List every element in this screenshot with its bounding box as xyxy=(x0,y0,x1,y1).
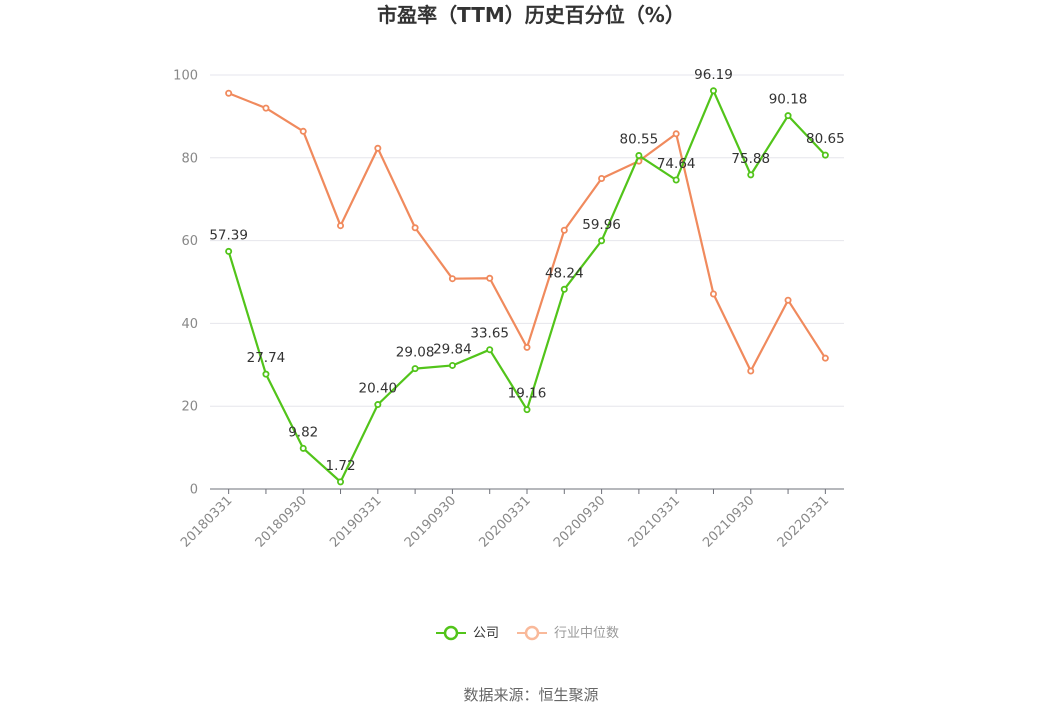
data-label-6: 29.84 xyxy=(433,341,472,357)
data-label-16: 80.65 xyxy=(806,131,845,147)
data-label-14: 75.88 xyxy=(731,151,770,167)
y-tick-label-100: 100 xyxy=(173,69,198,84)
series-1-point-0 xyxy=(225,89,233,97)
axes: 0 20 40 60 80 100 20180331 20180930 20190331 2019… xyxy=(173,69,844,551)
x-tick-label-20200930: 20200930 xyxy=(551,493,608,550)
series-1-point-1 xyxy=(262,104,270,112)
data-label-7: 33.65 xyxy=(470,326,509,342)
series-0-point-6 xyxy=(448,361,456,369)
data-label-10: 59.96 xyxy=(582,217,621,233)
y-tick-label-40: 40 xyxy=(181,317,198,332)
series-0-point-15 xyxy=(784,112,792,120)
series-1-point-14 xyxy=(747,367,755,375)
data-label-13: 96.19 xyxy=(694,67,733,83)
series-0-point-9 xyxy=(560,285,568,293)
series-0-point-7 xyxy=(486,346,494,354)
series-1-point-3 xyxy=(337,222,345,230)
series-0-point-5 xyxy=(411,365,419,373)
series-0-point-4 xyxy=(374,401,382,409)
x-tick-label-20220331: 20220331 xyxy=(775,493,832,550)
data-label-4: 20.40 xyxy=(358,381,397,397)
series-1-point-10 xyxy=(598,174,606,182)
data-label-8: 19.16 xyxy=(508,386,547,402)
legend-industry-label: 行业中位数 xyxy=(554,626,619,641)
series-0-point-10 xyxy=(598,237,606,245)
series-layer xyxy=(225,87,829,486)
x-tick-label-20200331: 20200331 xyxy=(476,493,533,550)
source-note: 数据来源：恒生聚源 xyxy=(463,686,598,704)
data-label-15: 90.18 xyxy=(769,92,808,108)
series-1-point-4 xyxy=(374,144,382,152)
series-0-point-13 xyxy=(709,87,717,95)
series-0-point-1 xyxy=(262,370,270,378)
legend-company-marker xyxy=(443,625,459,641)
series-0-point-2 xyxy=(299,444,307,452)
series-1-point-6 xyxy=(448,275,456,283)
data-label-0: 57.39 xyxy=(209,227,248,243)
series-0-point-14 xyxy=(747,171,755,179)
x-tick-label-20180930: 20180930 xyxy=(253,493,310,550)
data-label-5: 29.08 xyxy=(396,345,435,361)
series-1-point-16 xyxy=(821,354,829,362)
series-1-point-8 xyxy=(523,343,531,351)
y-tick-label-80: 80 xyxy=(181,151,198,166)
series-0-point-11 xyxy=(635,152,643,160)
data-label-11: 80.55 xyxy=(620,132,659,148)
y-tick-label-60: 60 xyxy=(181,234,198,249)
data-label-3: 1.72 xyxy=(325,458,355,474)
series-0-point-3 xyxy=(337,478,345,486)
series-1-point-5 xyxy=(411,224,419,232)
x-tick-label-20210930: 20210930 xyxy=(700,493,757,550)
series-1-point-12 xyxy=(672,130,680,138)
series-line-1 xyxy=(228,92,827,373)
legend-industry-marker xyxy=(524,625,540,641)
series-1-point-2 xyxy=(299,127,307,135)
series-1-point-9 xyxy=(560,226,568,234)
series-0-point-8 xyxy=(523,406,531,414)
series-line-0 xyxy=(227,89,827,483)
y-tick-label-0: 0 xyxy=(190,483,198,498)
data-label-12: 74.64 xyxy=(657,156,696,172)
data-label-1: 27.74 xyxy=(247,350,286,366)
x-tick-label-20210331: 20210331 xyxy=(626,493,683,550)
data-label-9: 48.24 xyxy=(545,265,584,281)
chart-title: 市盈率（TTM）历史百分位（%） xyxy=(377,3,685,27)
legend-company-label: 公司 xyxy=(473,626,499,641)
data-label-2: 9.82 xyxy=(288,424,318,440)
series-0-point-12 xyxy=(672,176,680,184)
legend-item-industry[interactable]: 行业中位数 xyxy=(517,625,619,641)
series-0-point-0 xyxy=(225,247,233,255)
series-1-point-7 xyxy=(486,274,494,282)
x-tick-label-20190930: 20190930 xyxy=(402,493,459,550)
grid xyxy=(210,74,844,407)
legend[interactable]: 公司 行业中位数 xyxy=(436,625,619,641)
x-tick-label-20180331: 20180331 xyxy=(178,493,235,550)
x-tick-label-20190331: 20190331 xyxy=(327,493,384,550)
y-tick-label-20: 20 xyxy=(181,400,198,415)
series-1-point-15 xyxy=(784,296,792,304)
series-1-point-13 xyxy=(709,290,717,298)
series-0-point-16 xyxy=(821,151,829,159)
legend-item-company[interactable]: 公司 xyxy=(436,625,499,641)
